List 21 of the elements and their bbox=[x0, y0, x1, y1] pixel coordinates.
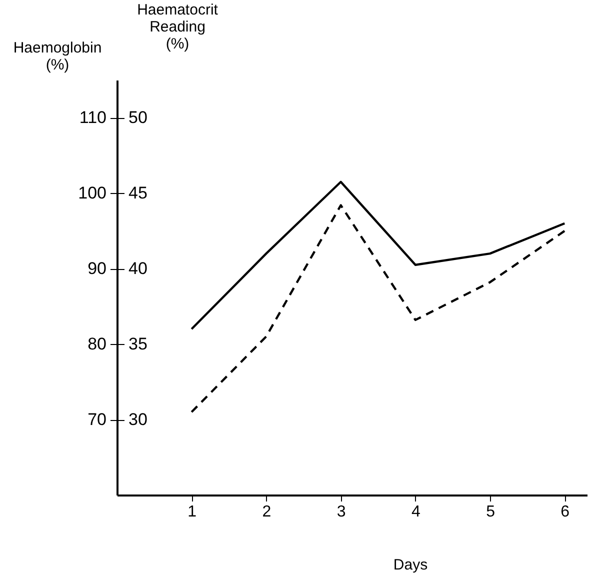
line-series bbox=[190, 180, 566, 330]
y-tick-label: 90 bbox=[88, 259, 106, 278]
y2-tick-label: 50 bbox=[128, 108, 148, 128]
x-tick-label: 6 bbox=[560, 504, 570, 520]
line-series bbox=[190, 204, 566, 414]
x-tick-label: 5 bbox=[486, 504, 496, 520]
x-tick-label: 4 bbox=[411, 504, 420, 520]
y2-tick-label: 35 bbox=[128, 334, 148, 354]
y2-tick-label: 30 bbox=[128, 410, 148, 430]
y2-tick-label: 40 bbox=[128, 259, 148, 278]
x-axis-title: Days bbox=[393, 556, 428, 574]
x-tick-label: 2 bbox=[262, 504, 272, 520]
y-tick-label: 100 bbox=[78, 184, 106, 203]
y-axis-title: Haemoglobin (%) bbox=[13, 40, 102, 74]
y-tick-label: 80 bbox=[88, 334, 106, 354]
y2-axis-title: Haematocrit Reading (%) bbox=[137, 2, 219, 52]
x-tick-label: 1 bbox=[188, 504, 197, 520]
y-tick-label: 110 bbox=[79, 108, 106, 128]
y2-tick-label: 45 bbox=[128, 184, 148, 203]
x-tick-label: 3 bbox=[336, 504, 346, 520]
y-tick-label: 70 bbox=[88, 410, 106, 430]
